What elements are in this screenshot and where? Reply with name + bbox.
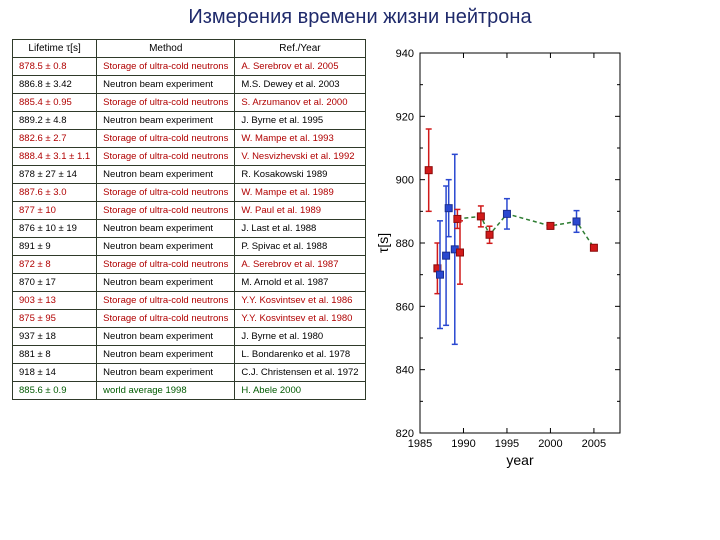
cell-lifetime: 885.6 ± 0.9 xyxy=(13,382,97,400)
cell-ref: Y.Y. Kosvintsev et al. 1986 xyxy=(235,292,365,310)
svg-text:1995: 1995 xyxy=(494,438,518,450)
title-text: Измерения времени жизни нейтрона xyxy=(188,6,531,28)
svg-text:940: 940 xyxy=(395,48,413,60)
svg-text:880: 880 xyxy=(395,238,413,250)
table-row: 875 ± 95Storage of ultra-cold neutronsY.… xyxy=(13,310,366,328)
svg-text:τ[s]: τ[s] xyxy=(375,233,391,253)
page-title: Измерения времени жизни нейтрона xyxy=(0,0,720,33)
cell-method: Storage of ultra-cold neutrons xyxy=(97,310,235,328)
cell-method: Storage of ultra-cold neutrons xyxy=(97,130,235,148)
cell-method: Neutron beam experiment xyxy=(97,112,235,130)
cell-lifetime: 870 ± 17 xyxy=(13,274,97,292)
table-row: 876 ± 10 ± 19Neutron beam experimentJ. L… xyxy=(13,220,366,238)
cell-ref: W. Mampe et al. 1993 xyxy=(235,130,365,148)
cell-lifetime: 891 ± 9 xyxy=(13,238,97,256)
cell-ref: Y.Y. Kosvintsev et al. 1980 xyxy=(235,310,365,328)
cell-ref: H. Abele 2000 xyxy=(235,382,365,400)
cell-method: Storage of ultra-cold neutrons xyxy=(97,94,235,112)
cell-lifetime: 918 ± 14 xyxy=(13,364,97,382)
svg-text:1985: 1985 xyxy=(407,438,431,450)
cell-method: Storage of ultra-cold neutrons xyxy=(97,58,235,76)
table-row: 918 ± 14Neutron beam experimentC.J. Chri… xyxy=(13,364,366,382)
svg-text:year: year xyxy=(506,452,534,468)
table-row: 872 ± 8Storage of ultra-cold neutronsA. … xyxy=(13,256,366,274)
cell-method: Storage of ultra-cold neutrons xyxy=(97,292,235,310)
cell-ref: J. Byrne et al. 1995 xyxy=(235,112,365,130)
cell-method: Storage of ultra-cold neutrons xyxy=(97,202,235,220)
cell-lifetime: 937 ± 18 xyxy=(13,328,97,346)
svg-text:920: 920 xyxy=(395,111,413,123)
svg-text:840: 840 xyxy=(395,365,413,377)
table-row: 885.6 ± 0.9world average 1998H. Abele 20… xyxy=(13,382,366,400)
cell-method: Neutron beam experiment xyxy=(97,238,235,256)
table-row: 870 ± 17Neutron beam experimentM. Arnold… xyxy=(13,274,366,292)
cell-ref: C.J. Christensen et al. 1972 xyxy=(235,364,365,382)
table-row: 878.5 ± 0.8Storage of ultra-cold neutron… xyxy=(13,58,366,76)
cell-ref: M. Arnold et al. 1987 xyxy=(235,274,365,292)
table-row: 937 ± 18Neutron beam experimentJ. Byrne … xyxy=(13,328,366,346)
cell-ref: R. Kosakowski 1989 xyxy=(235,166,365,184)
cell-ref: W. Mampe et al. 1989 xyxy=(235,184,365,202)
cell-lifetime: 875 ± 95 xyxy=(13,310,97,328)
table-row: 891 ± 9Neutron beam experimentP. Spivac … xyxy=(13,238,366,256)
table-row: 885.4 ± 0.95Storage of ultra-cold neutro… xyxy=(13,94,366,112)
svg-text:860: 860 xyxy=(395,301,413,313)
lifetime-table: Lifetime τ[s] Method Ref./Year 878.5 ± 0… xyxy=(12,39,366,400)
cell-lifetime: 887.6 ± 3.0 xyxy=(13,184,97,202)
cell-lifetime: 889.2 ± 4.8 xyxy=(13,112,97,130)
table-row: 888.4 ± 3.1 ± 1.1Storage of ultra-cold n… xyxy=(13,148,366,166)
cell-method: Neutron beam experiment xyxy=(97,76,235,94)
table-row: 882.6 ± 2.7Storage of ultra-cold neutron… xyxy=(13,130,366,148)
cell-method: Neutron beam experiment xyxy=(97,166,235,184)
cell-ref: A. Serebrov et al. 2005 xyxy=(235,58,365,76)
cell-method: Neutron beam experiment xyxy=(97,346,235,364)
cell-lifetime: 882.6 ± 2.7 xyxy=(13,130,97,148)
col-method: Method xyxy=(97,40,235,58)
cell-ref: S. Arzumanov et al. 2000 xyxy=(235,94,365,112)
table-row: 881 ± 8Neutron beam experimentL. Bondare… xyxy=(13,346,366,364)
table-row: 886.8 ± 3.42Neutron beam experimentM.S. … xyxy=(13,76,366,94)
cell-ref: J. Byrne et al. 1980 xyxy=(235,328,365,346)
cell-lifetime: 877 ± 10 xyxy=(13,202,97,220)
cell-lifetime: 878.5 ± 0.8 xyxy=(13,58,97,76)
cell-method: Neutron beam experiment xyxy=(97,364,235,382)
svg-text:1990: 1990 xyxy=(451,438,475,450)
cell-lifetime: 872 ± 8 xyxy=(13,256,97,274)
cell-ref: J. Last et al. 1988 xyxy=(235,220,365,238)
cell-method: Neutron beam experiment xyxy=(97,328,235,346)
cell-method: Storage of ultra-cold neutrons xyxy=(97,184,235,202)
col-ref: Ref./Year xyxy=(235,40,365,58)
svg-text:2000: 2000 xyxy=(538,438,562,450)
cell-method: Neutron beam experiment xyxy=(97,220,235,238)
svg-text:900: 900 xyxy=(395,175,413,187)
cell-ref: L. Bondarenko et al. 1978 xyxy=(235,346,365,364)
cell-ref: W. Paul et al. 1989 xyxy=(235,202,365,220)
cell-lifetime: 876 ± 10 ± 19 xyxy=(13,220,97,238)
cell-ref: V. Nesvizhevski et al. 1992 xyxy=(235,148,365,166)
cell-lifetime: 878 ± 27 ± 14 xyxy=(13,166,97,184)
cell-lifetime: 888.4 ± 3.1 ± 1.1 xyxy=(13,148,97,166)
data-table-wrapper: Lifetime τ[s] Method Ref./Year 878.5 ± 0… xyxy=(12,39,366,400)
col-lifetime: Lifetime τ[s] xyxy=(13,40,97,58)
table-row: 877 ± 10Storage of ultra-cold neutronsW.… xyxy=(13,202,366,220)
cell-method: world average 1998 xyxy=(97,382,235,400)
cell-lifetime: 903 ± 13 xyxy=(13,292,97,310)
cell-method: Storage of ultra-cold neutrons xyxy=(97,148,235,166)
cell-method: Storage of ultra-cold neutrons xyxy=(97,256,235,274)
table-row: 887.6 ± 3.0Storage of ultra-cold neutron… xyxy=(13,184,366,202)
lifetime-chart: 8208408608809009209401985199019952000200… xyxy=(374,39,634,479)
svg-text:2005: 2005 xyxy=(581,438,605,450)
cell-lifetime: 881 ± 8 xyxy=(13,346,97,364)
cell-ref: P. Spivac et al. 1988 xyxy=(235,238,365,256)
table-row: 889.2 ± 4.8Neutron beam experimentJ. Byr… xyxy=(13,112,366,130)
cell-ref: M.S. Dewey et al. 2003 xyxy=(235,76,365,94)
table-row: 878 ± 27 ± 14Neutron beam experimentR. K… xyxy=(13,166,366,184)
content-row: Lifetime τ[s] Method Ref./Year 878.5 ± 0… xyxy=(0,33,720,479)
cell-ref: A. Serebrov et al. 1987 xyxy=(235,256,365,274)
cell-lifetime: 886.8 ± 3.42 xyxy=(13,76,97,94)
cell-lifetime: 885.4 ± 0.95 xyxy=(13,94,97,112)
cell-method: Neutron beam experiment xyxy=(97,274,235,292)
table-row: 903 ± 13Storage of ultra-cold neutronsY.… xyxy=(13,292,366,310)
